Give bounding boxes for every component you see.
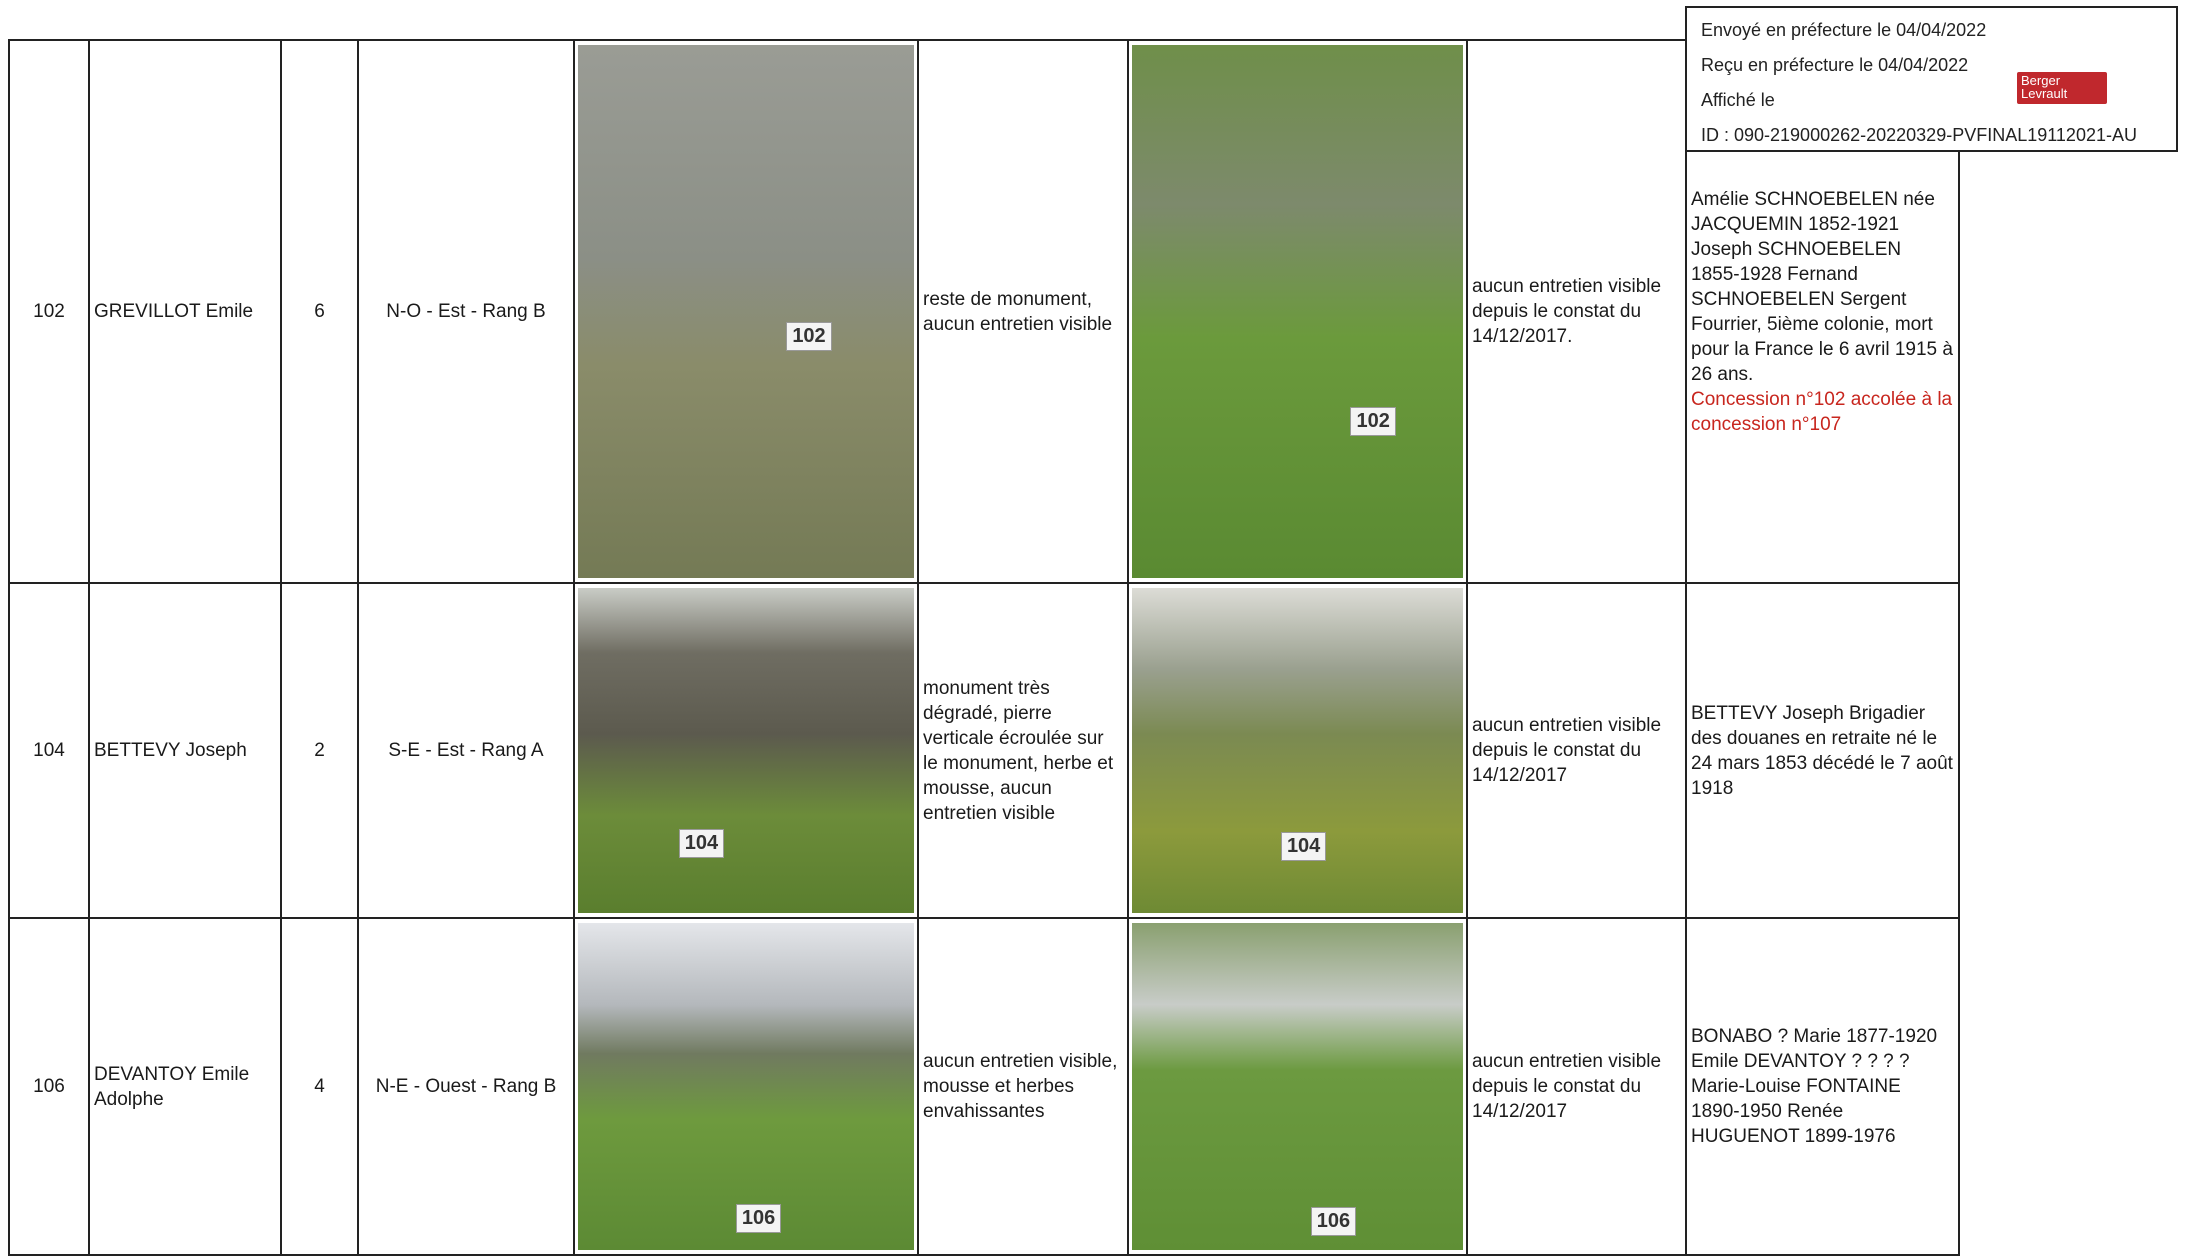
observation-cell: monument très dégradé, pierre verticale … bbox=[917, 582, 1129, 919]
grave-photo: 104 bbox=[578, 588, 914, 913]
description: BETTEVY Joseph Brigadier des douanes en … bbox=[1691, 702, 1953, 799]
photo-cell: 106 bbox=[1127, 917, 1468, 1256]
description-cell: BETTEVY Joseph Brigadier des douanes en … bbox=[1685, 582, 1960, 919]
photo-cell: 106 bbox=[573, 917, 919, 1256]
grave-photo: 102 bbox=[578, 45, 914, 578]
photo-cell: 102 bbox=[573, 39, 919, 584]
photo-number-tag: 102 bbox=[786, 322, 832, 352]
photo-cell: 102 bbox=[1127, 39, 1468, 584]
location-cell: S-E - Est - Rang A bbox=[357, 582, 575, 919]
number-cell: 106 bbox=[8, 917, 90, 1256]
number-cell: 102 bbox=[8, 39, 90, 584]
logo: Berger Levrault bbox=[2017, 72, 2107, 104]
logo-text: Berger bbox=[2021, 73, 2061, 88]
prefecture-stamp: Envoyé en préfecture le 04/04/2022 Reçu … bbox=[1685, 6, 2178, 152]
number-cell: 104 bbox=[8, 582, 90, 919]
grave-photo: 102 bbox=[1132, 45, 1463, 578]
description-cell: BONABO ? Marie 1877-1920 Emile DEVANTOY … bbox=[1685, 917, 1960, 1256]
photo-number-tag: 106 bbox=[1310, 1207, 1357, 1237]
stamp-line: Reçu en préfecture le 04/04/2022 bbox=[1701, 55, 1969, 75]
count-cell: 2 bbox=[280, 582, 359, 919]
followup-cell: aucun entretien visible depuis le consta… bbox=[1466, 582, 1687, 919]
photo-number-tag: 104 bbox=[678, 828, 725, 858]
description: BONABO ? Marie 1877-1920 Emile DEVANTOY … bbox=[1691, 1026, 1938, 1147]
stamp-line: Affiché le bbox=[1701, 90, 1775, 110]
table-row: 106 DEVANTOY Emile Adolphe 4 N-E - Ouest - … bbox=[8, 917, 1960, 1256]
logo-text: Levrault bbox=[2021, 86, 2068, 101]
concession-table: 102 GREVILLOT Emile 6 N-O - Est - Rang B 102… bbox=[8, 39, 1960, 1256]
stamp-line: ID : 090-219000262-20220329-PVFINAL19112… bbox=[1701, 125, 2137, 145]
stamp-line: Envoyé en préfecture le 04/04/2022 bbox=[1701, 20, 1987, 40]
name-cell: BETTEVY Joseph bbox=[88, 582, 282, 919]
observation-cell: aucun entretien visible, mousse et herbe… bbox=[917, 917, 1129, 1256]
observation-cell: reste de monument, aucun entretien visib… bbox=[917, 39, 1129, 584]
photo-number-tag: 102 bbox=[1350, 407, 1396, 437]
followup-cell: aucun entretien visible depuis le consta… bbox=[1466, 917, 1687, 1256]
location-cell: N-E - Ouest - Rang B bbox=[357, 917, 575, 1256]
photo-number-tag: 106 bbox=[735, 1204, 782, 1234]
grave-photo: 106 bbox=[578, 923, 914, 1250]
name-cell: GREVILLOT Emile bbox=[88, 39, 282, 584]
table-row: 102 GREVILLOT Emile 6 N-O - Est - Rang B 102… bbox=[8, 39, 1960, 584]
grave-photo: 106 bbox=[1132, 923, 1463, 1250]
table-row: 104 BETTEVY Joseph 2 S-E - Est - Rang A 104 m… bbox=[8, 582, 1960, 919]
photo-number-tag: 104 bbox=[1280, 831, 1327, 861]
followup-cell: aucun entretien visible depuis le consta… bbox=[1466, 39, 1687, 584]
name-cell: DEVANTOY Emile Adolphe bbox=[88, 917, 282, 1256]
count-cell: 6 bbox=[280, 39, 359, 584]
location-cell: N-O - Est - Rang B bbox=[357, 39, 575, 584]
count-cell: 4 bbox=[280, 917, 359, 1256]
photo-cell: 104 bbox=[1127, 582, 1468, 919]
note: Concession n°102 accolée à la concession… bbox=[1691, 388, 1953, 435]
grave-photo: 104 bbox=[1132, 588, 1463, 913]
photo-cell: 104 bbox=[573, 582, 919, 919]
description: Amélie SCHNOEBELEN née JACQUEMIN 1852-19… bbox=[1691, 188, 1953, 385]
